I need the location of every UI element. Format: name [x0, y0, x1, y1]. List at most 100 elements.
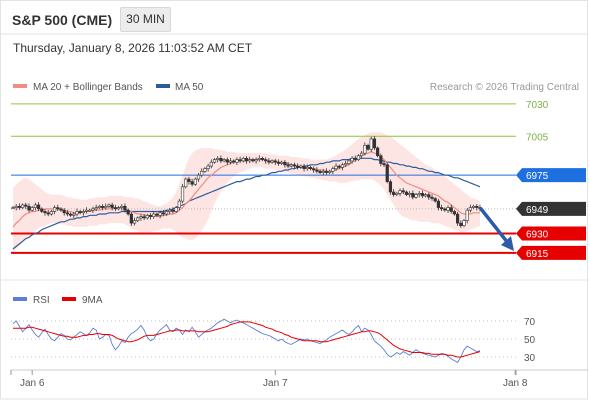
candle-body: [433, 198, 437, 202]
forecast-arrow-shaft: [479, 207, 510, 245]
x-tick-label: Jan 7: [263, 378, 288, 389]
candle-body: [468, 207, 473, 211]
candle-body: [344, 163, 348, 166]
candle-body: [100, 205, 105, 208]
candle-body: [395, 193, 399, 195]
candle-body: [62, 209, 66, 214]
candle-body: [417, 193, 421, 195]
candle-body: [142, 216, 146, 219]
legend-swatch-ma50: [156, 84, 170, 88]
candle-body: [456, 213, 460, 224]
candle-body: [283, 161, 287, 166]
candle-body: [452, 211, 457, 215]
candle-body: [136, 217, 140, 221]
candle-body: [254, 159, 258, 162]
candle-body: [350, 158, 354, 162]
candle-body: [270, 160, 274, 163]
candle-body: [200, 170, 204, 176]
candle-body: [174, 207, 178, 212]
candle-body: [241, 158, 245, 162]
candle-body: [372, 138, 377, 149]
candle-body: [212, 159, 217, 163]
candle-body: [40, 208, 44, 212]
legend-swatch-9ma: [62, 297, 76, 301]
candle-body: [59, 208, 63, 211]
legend-swatch-rsi: [13, 297, 27, 301]
candle-body: [280, 161, 284, 164]
price-legend: MA 20 + Bollinger Bands MA 50: [13, 82, 204, 93]
candle-body: [27, 205, 31, 211]
candle-body: [68, 213, 73, 216]
level-label-6930: 6930: [526, 229, 549, 240]
candle-body: [168, 209, 172, 212]
candle-body: [52, 207, 57, 212]
candle-body: [232, 160, 236, 163]
level-tag-6949: [516, 201, 586, 216]
candle-body: [161, 212, 165, 215]
candle-body: [46, 212, 50, 215]
candle-body: [296, 165, 300, 168]
candle-body: [216, 158, 220, 160]
candle-body: [427, 194, 431, 198]
candle-body: [78, 211, 82, 214]
candle-body: [36, 204, 41, 210]
candle-body: [97, 205, 101, 208]
rsi-tick-30: 30: [524, 353, 536, 364]
candle-body: [14, 205, 18, 208]
candle-body: [462, 220, 466, 227]
candle-body: [251, 159, 255, 162]
x-tick-label: Jan 8: [503, 378, 528, 389]
level-label-6915: 6915: [526, 249, 549, 260]
candle-body: [84, 209, 89, 212]
candle-body: [123, 205, 127, 211]
candle-body: [401, 190, 405, 193]
candle-body: [129, 213, 133, 224]
candle-body: [190, 181, 194, 185]
candle-body: [420, 193, 425, 197]
candle-body: [363, 145, 367, 154]
rsi-panel: 70 50 30: [11, 317, 536, 364]
rsi-tick-50: 50: [524, 335, 536, 346]
candle-body: [110, 204, 114, 208]
candle-body: [120, 205, 124, 208]
candle-body: [196, 174, 201, 180]
candle-body: [472, 205, 476, 208]
price-panel: 7030 7005 6975 6949 6930 6915: [11, 100, 586, 260]
candle-body: [107, 204, 111, 207]
candle-body: [328, 170, 332, 173]
candle-body: [155, 213, 159, 216]
candle-body: [94, 207, 98, 210]
candle-body: [104, 205, 108, 208]
candle-body: [411, 193, 415, 198]
candle-body: [193, 178, 197, 185]
level-label-6949: 6949: [526, 205, 549, 216]
candle-body: [158, 212, 162, 216]
candle-body: [56, 207, 60, 210]
candle-body: [408, 193, 412, 195]
legend-label-ma20: MA 20 + Bollinger Bands: [33, 82, 143, 93]
candle-body: [75, 211, 79, 215]
rsi-9ma-line: [13, 321, 481, 358]
candle-body: [171, 209, 175, 212]
level-tag-6930: [516, 226, 586, 241]
instrument-title: S&P 500 (CME): [12, 12, 113, 28]
candle-body: [81, 211, 85, 214]
candle-body: [321, 170, 325, 173]
candle-body: [376, 147, 380, 157]
candle-body: [308, 167, 313, 169]
candle-body: [331, 168, 335, 172]
candle-body: [379, 155, 383, 164]
candle-body: [392, 191, 396, 195]
candle-body: [91, 208, 95, 211]
candle-body: [248, 159, 252, 162]
timeframe-button[interactable]: 30 MIN: [120, 7, 171, 32]
candle-body: [430, 196, 434, 199]
candle-body: [20, 204, 25, 208]
candle-body: [353, 158, 357, 160]
candle-body: [449, 207, 453, 212]
candle-body: [360, 152, 364, 157]
candle-body: [65, 212, 69, 215]
candle-body: [180, 186, 185, 202]
level-label-7030: 7030: [526, 100, 549, 111]
